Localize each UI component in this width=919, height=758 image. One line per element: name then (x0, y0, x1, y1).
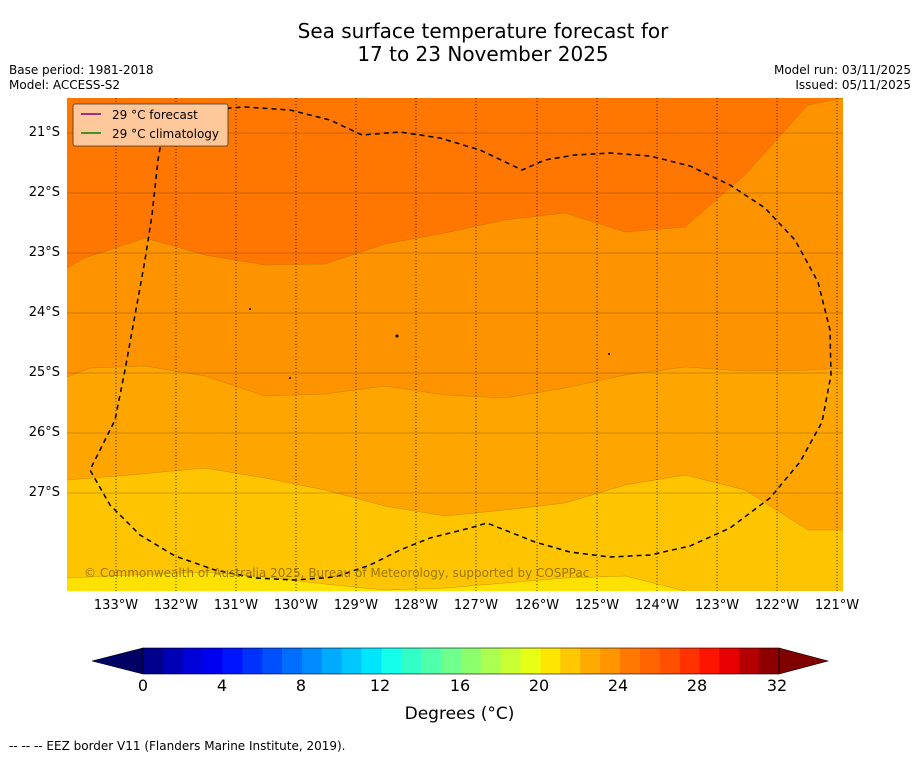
colorbar-segment (381, 648, 402, 674)
lon-label: 128°W (393, 598, 439, 613)
colorbar-tick: 0 (137, 676, 149, 695)
colorbar-tick: 20 (528, 676, 550, 695)
lon-label: 130°W (273, 598, 319, 613)
colorbar-segment (719, 648, 740, 674)
colorbar-segment (739, 648, 760, 674)
lon-label: 122°W (754, 598, 800, 613)
model-name: Model: ACCESS-S2 (9, 78, 121, 92)
colorbar-segment (540, 648, 561, 674)
lon-label: 131°W (213, 598, 259, 613)
issued-date: Issued: 05/11/2025 (795, 78, 911, 92)
colorbar-tick: 16 (449, 676, 471, 695)
footer-note: -- -- -- EEZ border V11 (Flanders Marine… (9, 739, 346, 753)
lon-label: 127°W (453, 598, 499, 613)
sst-field (67, 98, 843, 591)
map-legend: 29 °C forecast 29 °C climatology (72, 103, 229, 147)
contour-lines (67, 98, 843, 591)
meta-left: Base period: 1981-2018 Model: ACCESS-S2 (9, 63, 154, 93)
colorbar-segment (461, 648, 482, 674)
colorbar-segment (600, 648, 621, 674)
lon-label: 132°W (153, 598, 199, 613)
colorbar-segment (580, 648, 601, 674)
colorbar-segment (143, 648, 164, 674)
colorbar-segment (759, 648, 780, 674)
base-period: Base period: 1981-2018 (9, 63, 154, 77)
sst-band-23-24 (67, 468, 843, 591)
legend-box (72, 103, 229, 147)
colorbar-segment (401, 648, 422, 674)
lat-label: 25°S (28, 365, 60, 380)
colorbar-segment (560, 648, 581, 674)
colorbar-tick: 24 (607, 676, 629, 695)
lon-label: 126°W (514, 598, 560, 613)
lon-label: 133°W (93, 598, 139, 613)
colorbar-segment (361, 648, 382, 674)
colorbar-segment (480, 648, 502, 674)
colorbar-outline (142, 647, 780, 675)
colorbar-segment (162, 648, 184, 674)
title-line-1: Sea surface temperature forecast for (297, 19, 669, 43)
colorbar-tick: 32 (766, 676, 788, 695)
lat-label: 27°S (28, 485, 60, 500)
colorbar-segment (659, 648, 680, 674)
eez-border (89, 106, 832, 581)
colorbar-label: Degrees (°C) (404, 704, 515, 724)
islands (249, 308, 610, 379)
lat-label: 23°S (28, 245, 60, 260)
meta-right: Model run: 03/11/2025 Issued: 05/11/2025 (774, 63, 911, 93)
colorbar-extend-below (91, 647, 144, 675)
copyright-text: © Commonwealth of Australia 2025, Bureau… (84, 566, 589, 580)
colorbar-segment (679, 648, 700, 674)
gridlines (115, 98, 838, 591)
colorbar-segment (520, 648, 541, 674)
colorbar-tick: 8 (295, 676, 307, 695)
sst-band-24-25 (67, 366, 843, 530)
colorbar-segment (500, 648, 521, 674)
map-title: Sea surface temperature forecast for 17 … (0, 20, 919, 66)
colorbar-tick: 12 (369, 676, 391, 695)
colorbar-tick: 4 (216, 676, 228, 695)
lat-label: 22°S (28, 185, 60, 200)
colorbar-segment (182, 648, 203, 674)
lat-label: 24°S (28, 305, 60, 320)
colorbar-segment (202, 648, 223, 674)
lon-label: 123°W (694, 598, 740, 613)
colorbar-segment (620, 648, 641, 674)
legend-climatology-label: 29 °C climatology (112, 127, 219, 141)
title-line-2: 17 to 23 November 2025 (357, 42, 609, 66)
sst-band-26-27 (67, 98, 843, 268)
colorbar-segment (639, 648, 661, 674)
lon-label: 129°W (333, 598, 379, 613)
model-run: Model run: 03/11/2025 (773, 63, 911, 77)
legend-forecast-label: 29 °C forecast (112, 108, 198, 122)
colorbar-segment (282, 648, 303, 674)
lon-label: 124°W (634, 598, 680, 613)
lat-label: 26°S (28, 425, 60, 440)
colorbar-segment (242, 648, 263, 674)
colorbar-segment (222, 648, 243, 674)
colorbar-segment (262, 648, 283, 674)
colorbar-segment (421, 648, 442, 674)
colorbar-segment (699, 648, 720, 674)
colorbar-segment (321, 648, 343, 674)
colorbar-segment (441, 648, 462, 674)
lon-label: 125°W (574, 598, 620, 613)
colorbar-segment (341, 648, 362, 674)
lon-label: 121°W (814, 598, 860, 613)
colorbar-tick: 28 (686, 676, 708, 695)
sst-band-25-26 (67, 98, 843, 398)
colorbar-extend-above (778, 647, 830, 675)
colorbar-segment (302, 648, 323, 674)
lat-label: 21°S (28, 125, 60, 140)
colorbar (91, 647, 830, 675)
